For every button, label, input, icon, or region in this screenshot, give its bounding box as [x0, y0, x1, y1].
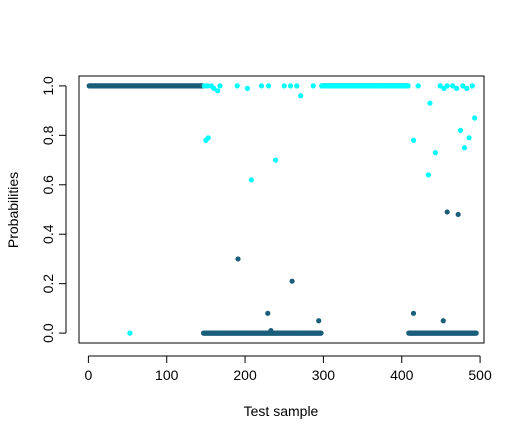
data-point	[268, 328, 274, 334]
data-point	[410, 137, 417, 143]
data-point	[298, 93, 304, 99]
data-point	[265, 83, 272, 89]
y-axis-title: Probabilities	[5, 172, 21, 248]
data-point	[444, 83, 450, 89]
data-point	[453, 85, 460, 91]
data-points	[86, 83, 479, 336]
data-point	[258, 83, 265, 89]
x-tick-label: 400	[390, 367, 414, 383]
data-point	[287, 83, 294, 89]
data-point	[457, 127, 464, 133]
data-point	[316, 318, 322, 324]
data-point	[281, 83, 287, 89]
data-point	[217, 83, 223, 89]
data-point	[464, 85, 470, 91]
data-point	[450, 83, 456, 89]
x-tick-label: 200	[233, 367, 257, 383]
data-point	[425, 172, 431, 178]
data-point	[460, 83, 466, 89]
data-point	[244, 85, 251, 91]
data-point	[410, 310, 417, 316]
data-point	[432, 150, 439, 156]
data-point	[310, 83, 316, 89]
data-point	[466, 135, 472, 141]
y-tick-label: 0.8	[40, 125, 56, 145]
y-tick-label: 0.6	[40, 175, 56, 195]
y-tick-label: 0.0	[40, 323, 56, 343]
data-point	[265, 310, 271, 316]
y-tick-label: 1.0	[40, 76, 56, 96]
plot-frame	[78, 75, 485, 344]
data-point	[248, 177, 254, 183]
data-point	[289, 278, 295, 284]
data-point	[415, 83, 421, 89]
x-tick-label: 100	[155, 367, 179, 383]
data-point	[427, 100, 433, 106]
y-tick-label: 0.4	[40, 224, 56, 244]
data-point	[405, 83, 411, 89]
y-tick-label: 0.2	[40, 274, 56, 294]
data-point	[318, 330, 324, 336]
data-point	[461, 145, 468, 151]
x-axis: 0 100 200 300 400 500	[85, 355, 492, 383]
data-point	[440, 318, 446, 324]
data-point	[273, 157, 279, 163]
data-point	[294, 83, 300, 89]
x-tick-label: 300	[312, 367, 336, 383]
data-point	[127, 330, 133, 336]
data-point	[235, 256, 241, 262]
data-point	[234, 83, 240, 89]
data-point	[473, 330, 479, 336]
data-point	[437, 83, 443, 89]
x-tick-label: 500	[468, 367, 492, 383]
data-point	[472, 115, 478, 121]
data-point	[444, 209, 450, 215]
x-axis-title: Test sample	[244, 403, 319, 419]
data-point	[204, 83, 211, 89]
data-point	[469, 83, 475, 89]
data-point	[455, 211, 461, 218]
data-point	[205, 135, 211, 141]
data-point	[211, 85, 217, 91]
y-axis: 0.0 0.2 0.4 0.6 0.8 1.0	[40, 76, 67, 343]
x-tick-label: 0	[85, 367, 93, 383]
data-point	[215, 88, 221, 94]
